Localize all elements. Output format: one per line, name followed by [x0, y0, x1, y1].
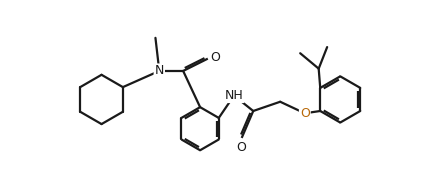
Text: O: O: [210, 51, 220, 64]
Text: NH: NH: [225, 89, 243, 102]
Text: O: O: [237, 141, 246, 154]
Text: O: O: [300, 107, 310, 120]
Text: N: N: [154, 65, 164, 77]
